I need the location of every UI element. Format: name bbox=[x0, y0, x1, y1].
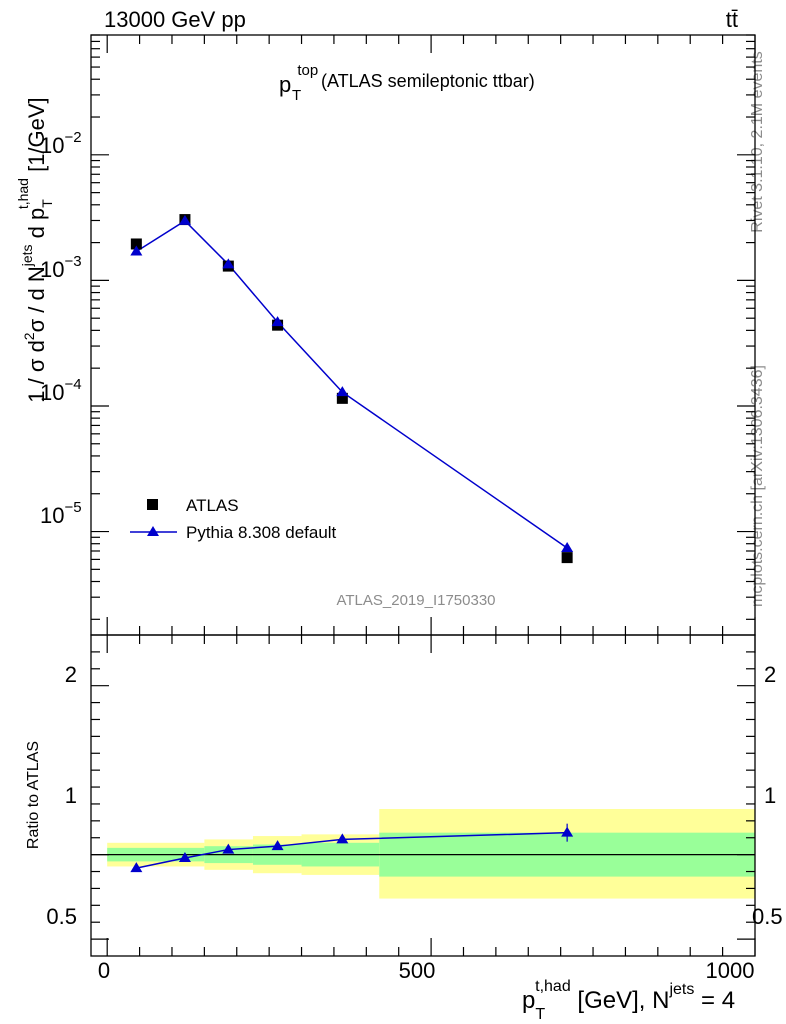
title-rest: (ATLAS semileptonic ttbar) bbox=[321, 71, 535, 91]
ratio-ytick-05-right: 0.5 bbox=[752, 904, 783, 929]
main-axis-ticks bbox=[91, 34, 756, 635]
ytick-label-1e-3: 10−3 bbox=[40, 253, 82, 282]
pythia-point bbox=[336, 386, 349, 397]
atlas-point bbox=[561, 552, 573, 564]
ratio-curve bbox=[136, 831, 568, 869]
analysis-watermark: ATLAS_2019_I1750330 bbox=[336, 592, 495, 609]
ratio-point bbox=[336, 833, 349, 844]
panel-title: p top bbox=[279, 62, 318, 97]
atlas-point bbox=[336, 392, 348, 404]
energy-label: 13000 GeV pp bbox=[104, 7, 246, 32]
ratio-ytick-05-left: 0.5 bbox=[46, 904, 77, 929]
atlas-point bbox=[130, 238, 142, 250]
ratio-axis-ticks bbox=[91, 635, 756, 956]
ratio-points bbox=[130, 823, 574, 873]
pythia-point bbox=[222, 258, 235, 269]
ratio-panel: Ratio to ATLAS 2 1 0.5 2 1 0.5 0 500 100… bbox=[25, 634, 783, 1023]
ratio-ytick-1-right: 1 bbox=[764, 783, 776, 808]
legend-pythia-marker bbox=[147, 526, 159, 536]
legend-pythia-label: Pythia 8.308 default bbox=[186, 523, 337, 542]
mc-line bbox=[135, 219, 568, 549]
ytick-label-1e-5: 10−5 bbox=[40, 499, 82, 528]
pythia-point bbox=[561, 541, 574, 552]
ratio-ytick-2-left: 2 bbox=[65, 662, 77, 687]
ratio-ytick-1-left: 1 bbox=[65, 783, 77, 808]
ratio-line bbox=[136, 831, 568, 869]
ratio-ylabel: Ratio to ATLAS bbox=[25, 741, 42, 849]
title-p: p bbox=[279, 72, 291, 97]
ytick-label-1e-4: 10−4 bbox=[40, 376, 82, 405]
title-sub: T bbox=[292, 87, 301, 104]
pythia-point bbox=[130, 245, 143, 256]
pythia-point bbox=[178, 214, 191, 225]
rivet-label: Rivet 3.1.10, 2.1M events bbox=[749, 51, 766, 232]
xtick-label-1000: 1000 bbox=[706, 958, 755, 983]
data-points bbox=[130, 214, 574, 564]
ratio-point bbox=[130, 862, 143, 873]
title-sup: top bbox=[297, 62, 318, 79]
legend-atlas-marker bbox=[147, 499, 158, 510]
legend: ATLAS Pythia 8.308 default bbox=[130, 496, 337, 542]
xtick-label-0: 0 bbox=[98, 958, 110, 983]
legend-atlas-label: ATLAS bbox=[186, 496, 239, 515]
main-panel: p top T (ATLAS semileptonic ttbar) ATLAS… bbox=[15, 34, 756, 636]
ratio-point bbox=[271, 840, 284, 851]
xtick-label-500: 500 bbox=[399, 958, 436, 983]
process-label: tt̄ bbox=[726, 7, 738, 32]
ratio-point bbox=[222, 843, 235, 854]
main-frame bbox=[90, 34, 756, 636]
ytick-label-1e-2: 10−2 bbox=[40, 129, 82, 158]
ratio-ytick-2-right: 2 bbox=[764, 662, 776, 687]
mcplots-label: mcplots.cern.ch [arXiv:1306.3436] bbox=[749, 365, 766, 607]
xlabel: pTt,had [GeV], Njets = 4 bbox=[522, 978, 735, 1023]
main-ylabel: 1 / σ d2σ / d Njets d pTt,had [1/GeV] bbox=[15, 97, 55, 402]
pythia-point bbox=[271, 316, 284, 327]
ratio-point bbox=[178, 852, 191, 863]
main-ytick-labels: 10−2 10−3 10−4 10−5 bbox=[40, 129, 82, 528]
ratio-frame bbox=[90, 634, 756, 957]
pythia-curve bbox=[135, 219, 568, 549]
